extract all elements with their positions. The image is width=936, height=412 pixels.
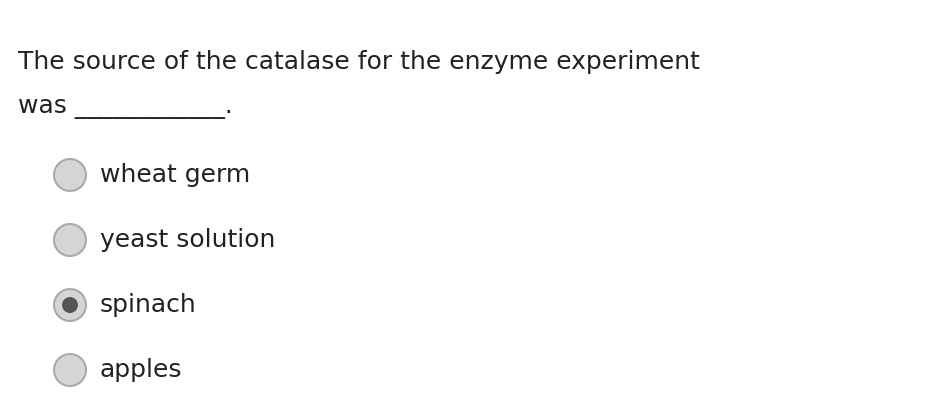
Text: yeast solution: yeast solution: [100, 228, 275, 252]
Circle shape: [62, 297, 78, 313]
Text: spinach: spinach: [100, 293, 197, 317]
Text: The source of the catalase for the enzyme experiment: The source of the catalase for the enzym…: [18, 50, 699, 74]
Circle shape: [54, 354, 86, 386]
Text: was ____________.: was ____________.: [18, 95, 233, 119]
Circle shape: [54, 289, 86, 321]
Text: apples: apples: [100, 358, 183, 382]
Circle shape: [54, 224, 86, 256]
Circle shape: [54, 159, 86, 191]
Text: wheat germ: wheat germ: [100, 163, 250, 187]
